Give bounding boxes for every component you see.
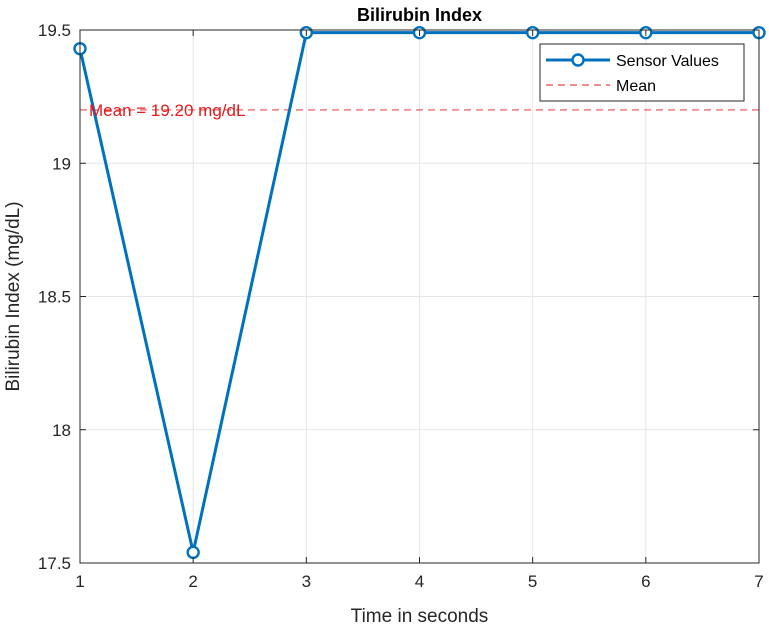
x-tick-label: 2	[188, 572, 197, 591]
legend-series-label: Sensor Values	[616, 53, 719, 70]
y-tick-label: 18.5	[38, 288, 71, 307]
mean-annotation-group: Mean = 19.20 mg/dL	[89, 101, 245, 120]
x-tick-label: 7	[754, 572, 763, 591]
legend-series-marker	[571, 53, 585, 67]
legend-mean-label: Mean	[616, 78, 656, 95]
y-tick-label: 18	[52, 421, 71, 440]
y-tick-label: 19	[52, 154, 71, 173]
axis-ticks: 1 2 3 4 5 6 7 17.5 18 18.5 19 19.5	[38, 21, 764, 591]
x-tick-label: 1	[75, 572, 84, 591]
y-tick-label: 17.5	[38, 554, 71, 573]
mean-annotation: Mean = 19.20 mg/dL	[89, 101, 245, 120]
x-tick-label: 5	[528, 572, 537, 591]
legend: Sensor Values Mean	[539, 43, 745, 102]
x-tick-label: 3	[302, 572, 311, 591]
x-axis-label: Time in seconds	[351, 606, 489, 626]
legend-box	[539, 43, 745, 102]
x-tick-label: 4	[415, 572, 424, 591]
y-tick-label: 19.5	[38, 21, 71, 40]
chart-title: Bilirubin Index	[357, 5, 482, 25]
x-tick-label: 6	[641, 572, 650, 591]
y-axis-label: Bilirubin Index (mg/dL)	[3, 201, 24, 391]
data-point	[186, 545, 200, 560]
